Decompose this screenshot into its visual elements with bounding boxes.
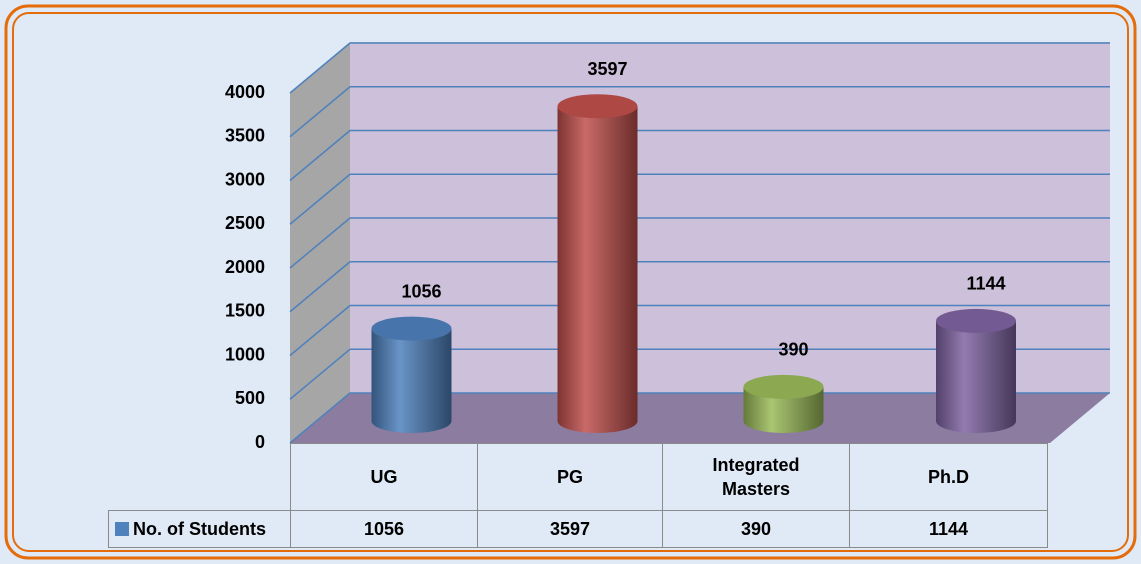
x-tick-label: Ph.D: [849, 443, 1048, 511]
grid-line: [289, 392, 351, 444]
bar-top: [936, 308, 1016, 333]
bar-top: [557, 94, 638, 119]
y-tick-label: 1000: [225, 344, 265, 364]
inner-border: [12, 12, 1129, 552]
data-label: 3597: [587, 59, 627, 79]
grid-line: [289, 304, 351, 357]
table-value: 1144: [849, 510, 1048, 548]
data-label: 1056: [401, 281, 441, 301]
grid-line: [289, 173, 351, 225]
y-tick-label: 1500: [225, 301, 265, 321]
table-value: 390: [662, 510, 850, 548]
bar: [371, 328, 452, 434]
grid-line: [289, 348, 351, 400]
bar: [936, 320, 1016, 433]
legend-key: [115, 522, 129, 536]
legend-cell: No. of Students: [108, 510, 291, 548]
bar-top: [371, 316, 452, 341]
y-tick-label: 0: [255, 432, 265, 452]
y-tick-label: 2500: [225, 213, 265, 233]
grid-line: [289, 261, 351, 313]
x-tick-label: UG: [290, 443, 478, 511]
y-tick-label: 3000: [225, 169, 265, 189]
legend-label: No. of Students: [133, 519, 266, 539]
y-tick-label: 500: [235, 388, 265, 408]
floor: [290, 393, 1110, 443]
table-value: 1056: [290, 510, 478, 548]
grid-line: [289, 42, 351, 94]
y-tick-label: 2000: [225, 257, 265, 277]
x-tick-label: PG: [477, 443, 663, 511]
y-tick-label: 4000: [225, 82, 265, 102]
x-tick-label: Integrated Masters: [662, 443, 850, 511]
bar: [743, 386, 824, 434]
table-value: 3597: [477, 510, 663, 548]
outer-border: [4, 4, 1137, 560]
grid-line: [289, 129, 351, 182]
data-label: 1144: [966, 274, 1005, 294]
grid-line: [289, 217, 351, 269]
bar: [557, 106, 638, 434]
bar-top: [743, 374, 824, 399]
data-label: 390: [778, 340, 808, 360]
y-tick-label: 3500: [225, 126, 265, 146]
grid-line: [289, 86, 351, 138]
